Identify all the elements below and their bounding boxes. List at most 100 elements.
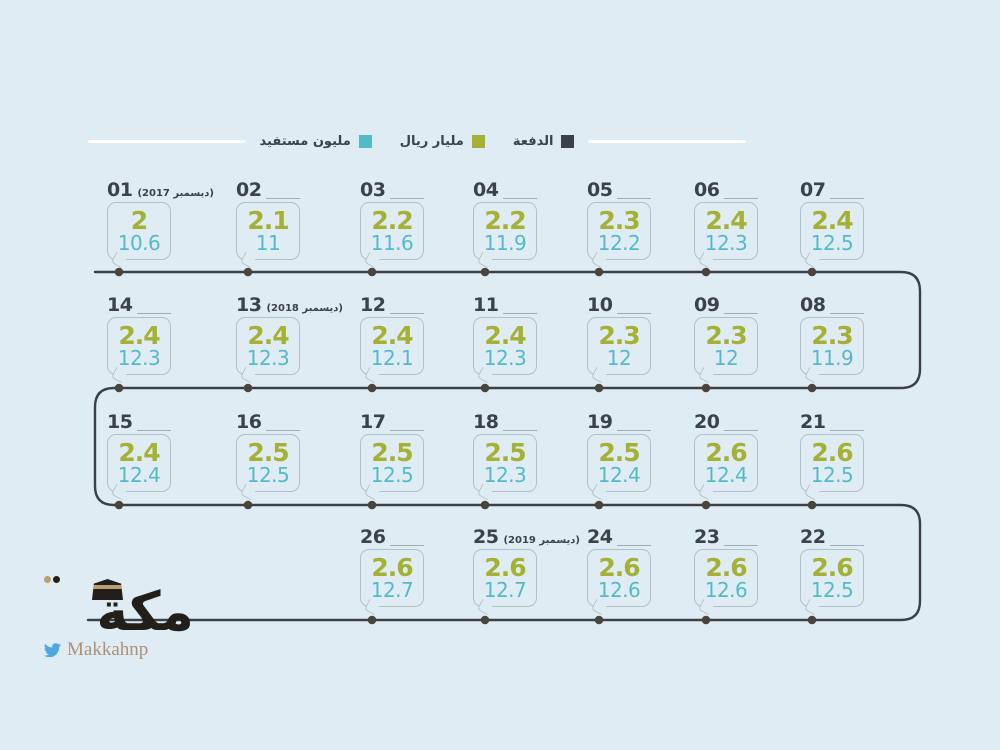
billion-riyal-value: 2.6 [705, 437, 747, 467]
callout-header: 07 [800, 180, 866, 200]
value-bubble: 2.5 12.5 [236, 434, 300, 492]
million-beneficiaries-value: 11 [255, 231, 281, 256]
callout-header: 06 [694, 180, 760, 200]
makkah-logo-mark: مكة [44, 576, 196, 642]
callout-batch-19: 19 2.5 12.4 [587, 412, 653, 492]
million-beneficiaries-value: 12.4 [704, 463, 748, 488]
batch-number: 14 [107, 294, 133, 316]
value-bubble: 2.3 12.2 [587, 202, 651, 260]
million-beneficiaries-value: 12.4 [117, 463, 161, 488]
batch-number: 02 [236, 179, 262, 201]
timeline-dot [807, 615, 817, 625]
callout-connector-line [724, 545, 758, 546]
callout-header: 01 (ديسمبر 2017) [107, 180, 214, 200]
callout-header: 05 [587, 180, 653, 200]
batch-number: 20 [694, 411, 720, 433]
callout-batch-04: 04 2.2 11.9 [473, 180, 539, 260]
value-bubble: 2.1 11 [236, 202, 300, 260]
batch-number: 06 [694, 179, 720, 201]
batch-number: 04 [473, 179, 499, 201]
batch-number: 09 [694, 294, 720, 316]
legend-item-label: الدفعة [512, 133, 554, 149]
callout-connector-line [724, 198, 758, 199]
callout-connector-line [266, 430, 300, 431]
billion-riyal-value: 2 [130, 205, 148, 235]
timeline-dot [480, 500, 490, 510]
callout-header: 20 [694, 412, 760, 432]
million-beneficiaries-value: 11.9 [810, 346, 854, 371]
callout-connector-line [390, 198, 424, 199]
billion-riyal-value: 2.5 [371, 437, 413, 467]
billion-riyal-value: 2.2 [484, 205, 526, 235]
batch-number: 08 [800, 294, 826, 316]
callout-header: 26 [360, 527, 426, 547]
value-bubble: 2.4 12.3 [473, 317, 537, 375]
callout-header: 03 [360, 180, 426, 200]
value-bubble: 2.2 11.6 [360, 202, 424, 260]
million-beneficiaries-value: 12.5 [810, 231, 854, 256]
billion-riyal-value: 2.2 [371, 205, 413, 235]
timeline-dot [701, 500, 711, 510]
legend-divider-line [87, 139, 246, 143]
callout-header: 11 [473, 295, 539, 315]
twitter-handle: Makkahnp [67, 639, 149, 660]
callout-header: 13 (ديسمبر 2018) [236, 295, 343, 315]
batch-number: 05 [587, 179, 613, 201]
million-beneficiaries-value: 12.7 [370, 578, 414, 603]
callout-header: 18 [473, 412, 539, 432]
billion-riyal-value: 2.4 [118, 437, 160, 467]
timeline-dot [594, 615, 604, 625]
callout-batch-21: 21 2.6 12.5 [800, 412, 866, 492]
billion-riyal-value: 2.5 [484, 437, 526, 467]
callout-header: 15 [107, 412, 173, 432]
value-bubble: 2.5 12.5 [360, 434, 424, 492]
billion-riyal-value: 2.4 [118, 320, 160, 350]
date-annotation: (ديسمبر 2017) [137, 188, 214, 199]
billion-riyal-swatch-icon [471, 134, 485, 148]
callout-batch-03: 03 2.2 11.6 [360, 180, 426, 260]
legend-divider-line [588, 139, 746, 143]
timeline-dot [594, 383, 604, 393]
billion-riyal-value: 2.6 [705, 552, 747, 582]
makkah-newspaper-logo: مكة Makkahnp [44, 576, 196, 660]
batch-number: 10 [587, 294, 613, 316]
callout-header: 10 [587, 295, 653, 315]
value-bubble: 2.6 12.7 [360, 549, 424, 607]
callout-connector-line [390, 545, 424, 546]
value-bubble: 2.2 11.9 [473, 202, 537, 260]
twitter-bird-icon [44, 642, 61, 657]
callout-header: 04 [473, 180, 539, 200]
callout-batch-13: 13 (ديسمبر 2018) 2.4 12.3 [236, 295, 343, 375]
million-beneficiaries-value: 11.9 [483, 231, 527, 256]
million-beneficiaries-value: 12.6 [704, 578, 748, 603]
million-beneficiaries-swatch-icon [358, 134, 372, 148]
million-beneficiaries-value: 12.1 [370, 346, 414, 371]
callout-connector-line [503, 198, 537, 199]
legend-item-million-beneficiaries: مليون مستفيد [246, 134, 386, 148]
timeline-dot [701, 267, 711, 277]
million-beneficiaries-value: 10.6 [117, 231, 161, 256]
million-beneficiaries-value: 12.4 [597, 463, 641, 488]
callout-header: 09 [694, 295, 760, 315]
value-bubble: 2.4 12.5 [800, 202, 864, 260]
billion-riyal-value: 2.3 [598, 320, 640, 350]
batch-number: 22 [800, 526, 826, 548]
billion-riyal-value: 2.4 [484, 320, 526, 350]
value-bubble: 2.5 12.3 [473, 434, 537, 492]
value-bubble: 2.3 12 [587, 317, 651, 375]
callout-connector-line [390, 430, 424, 431]
timeline-dot [480, 383, 490, 393]
million-beneficiaries-value: 12.2 [597, 231, 641, 256]
callout-batch-11: 11 2.4 12.3 [473, 295, 539, 375]
value-bubble: 2 10.6 [107, 202, 171, 260]
legend: الدفعة مليار ريال مليون مستفيد [87, 133, 746, 149]
value-bubble: 2.6 12.4 [694, 434, 758, 492]
timeline-dot [701, 615, 711, 625]
callout-batch-24: 24 2.6 12.6 [587, 527, 653, 607]
callout-connector-line [830, 430, 864, 431]
batch-number: 21 [800, 411, 826, 433]
billion-riyal-value: 2.6 [811, 437, 853, 467]
value-bubble: 2.6 12.5 [800, 549, 864, 607]
